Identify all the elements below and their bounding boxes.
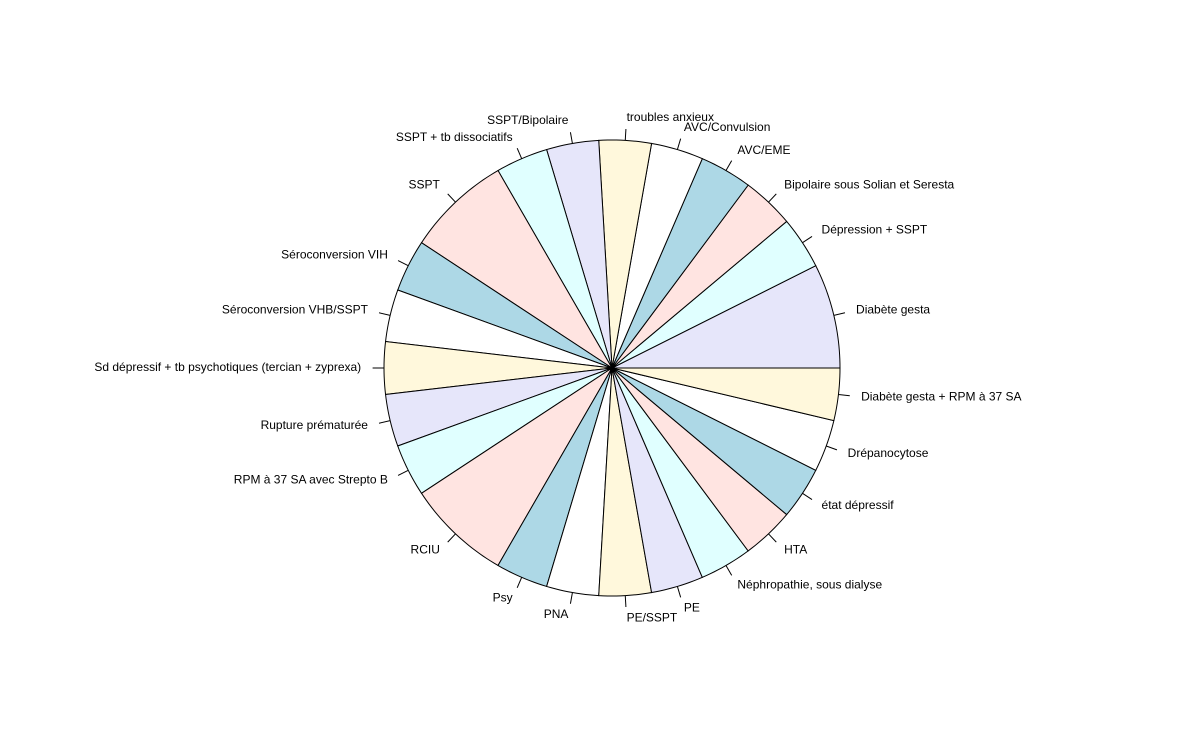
pie-label: AVC/EME — [737, 143, 790, 157]
pie-label: Dépression + SSPT — [822, 222, 928, 236]
pie-label-tick — [826, 445, 838, 451]
pie-label-tick — [768, 193, 777, 203]
pie-label-tick — [569, 132, 573, 144]
pie-label-tick — [676, 138, 682, 150]
pie-label: SSPT/Bipolaire — [487, 113, 569, 127]
pie-label: état dépressif — [822, 498, 895, 512]
pie-label-tick — [768, 533, 777, 543]
pie-label: Diabète gesta — [856, 302, 930, 316]
pie-label-tick — [378, 312, 391, 316]
pie-label: Néphropathie, sous dialyse — [737, 577, 882, 591]
pie-label: Diabète gesta + RPM à 37 SA — [861, 389, 1021, 403]
pie-label-tick — [447, 193, 456, 203]
pie-label: AVC/Convulsion — [684, 120, 770, 134]
pie-label-tick — [833, 312, 846, 316]
pie-label-tick — [516, 147, 523, 159]
pie-label: PE — [684, 600, 700, 614]
pie-label: Bipolaire sous Solian et Seresta — [784, 178, 954, 192]
pie-label-tick — [725, 565, 733, 576]
pie-label-tick — [802, 236, 813, 244]
pie-label: PNA — [544, 607, 569, 621]
pie-label: HTA — [784, 543, 807, 557]
pie-label: Sd dépressif + tb psychotiques (tercian … — [94, 360, 361, 374]
pie-label: troubles anxieux — [627, 110, 714, 124]
pie-label-ticks — [372, 128, 850, 608]
pie-label-tick — [802, 492, 813, 500]
pie-label-tick — [397, 469, 409, 476]
pie-label-tick — [569, 592, 573, 604]
pie-label-tick — [838, 393, 850, 397]
pie-label-tick — [624, 595, 627, 608]
pie-label-tick — [725, 160, 733, 171]
pie-label-tick — [397, 260, 409, 267]
pie-label-tick — [447, 533, 456, 543]
pie-label: Drépanocytose — [848, 446, 929, 460]
pie-label-tick — [516, 577, 523, 589]
pie-label-tick — [378, 420, 391, 424]
pie-label: RCIU — [411, 543, 440, 557]
pie-label: SSPT + tb dissociatifs — [396, 130, 513, 144]
pie-labels: Diabète gesta Dépression + SSPT Bipolaire … — [94, 110, 1021, 625]
pie-label: Séroconversion VHB/SSPT — [222, 302, 369, 316]
pie-label-tick — [676, 586, 682, 598]
pie-label: SSPT — [409, 178, 441, 192]
pie-label: Rupture prématurée — [261, 418, 369, 432]
pie-label: PE/SSPT — [627, 611, 678, 625]
pie-label: Séroconversion VIH — [281, 248, 388, 262]
pie-label-tick — [624, 128, 627, 141]
pie-label: Psy — [493, 590, 513, 604]
pie-slices — [383, 139, 841, 597]
pie-label: RPM à 37 SA avec Strepto B — [234, 473, 388, 487]
